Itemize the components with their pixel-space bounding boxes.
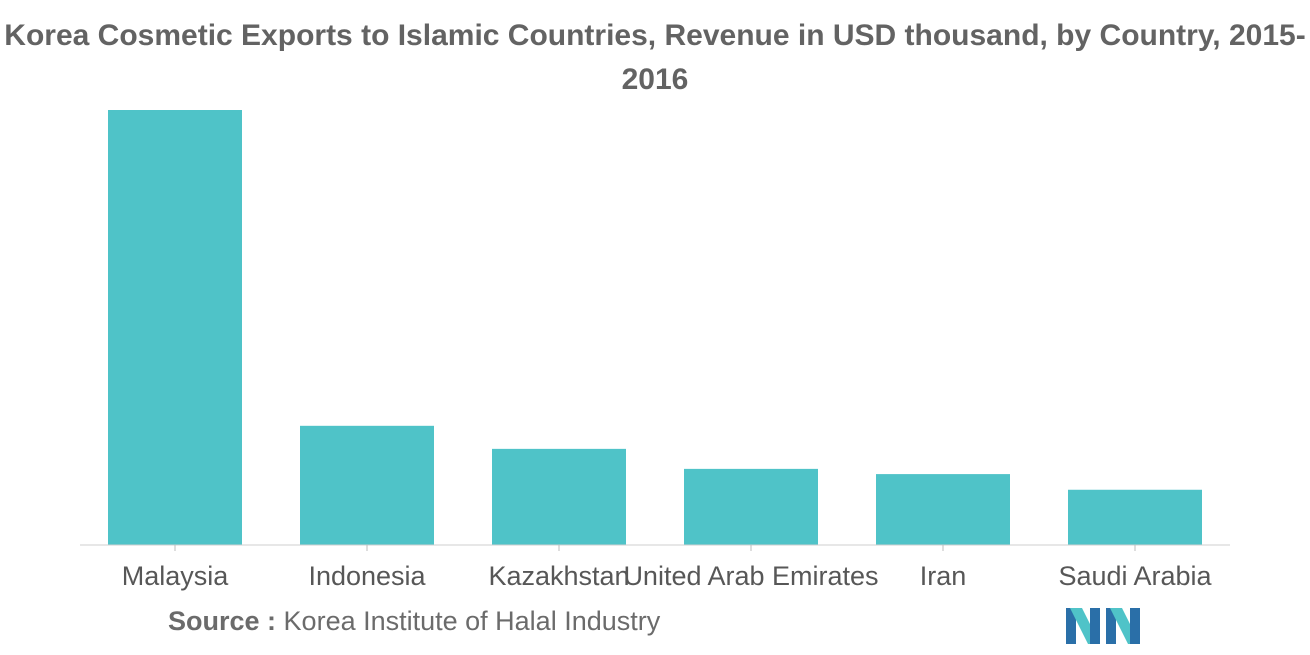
bar-kazakhstan: [492, 448, 626, 545]
bar-saudi-arabia: [1068, 489, 1202, 545]
chart-title: Korea Cosmetic Exports to Islamic Countr…: [4, 19, 1306, 96]
source-note: Source : Korea Institute of Halal Indust…: [168, 606, 660, 637]
bar-united-arab-emirates: [684, 468, 818, 545]
x-tick-label-saudi-arabia: Saudi Arabia: [1058, 561, 1212, 591]
x-ticks-group: [174, 545, 1136, 551]
source-label: Source :: [168, 606, 277, 636]
mordor-intelligence-logo-icon: [1066, 608, 1140, 644]
x-tick-label-malaysia: Malaysia: [122, 561, 230, 591]
source-text: Korea Institute of Halal Industry: [283, 606, 661, 636]
x-tick-label-iran: Iran: [920, 561, 967, 591]
bar-malaysia: [108, 110, 242, 545]
x-tick-label-indonesia: Indonesia: [308, 561, 426, 591]
x-tick-label-united-arab-emirates: United Arab Emirates: [623, 561, 878, 591]
bars-group: [108, 110, 1202, 545]
x-tick-label-kazakhstan: Kazakhstan: [488, 561, 629, 591]
bar-iran: [876, 474, 1010, 545]
bar-indonesia: [300, 425, 434, 545]
